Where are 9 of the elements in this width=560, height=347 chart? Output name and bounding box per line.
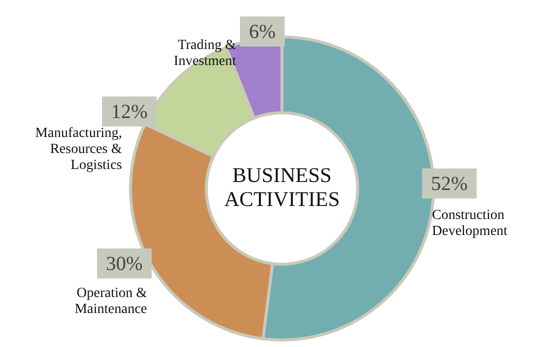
slice-label: Trading & Investment xyxy=(174,38,236,70)
data-label: 12% xyxy=(110,100,148,123)
text: BUSINESS ACTIVITIES xyxy=(224,163,340,212)
slice-label: Construction Development xyxy=(432,208,508,240)
data-label: 30% xyxy=(106,252,143,275)
slice-label: Operation & Maintenance xyxy=(74,286,148,318)
slice-label: Manufacturing, Resources & Logistics xyxy=(35,126,122,174)
data-label: 52% xyxy=(430,172,468,195)
data-label: 6% xyxy=(248,20,276,43)
